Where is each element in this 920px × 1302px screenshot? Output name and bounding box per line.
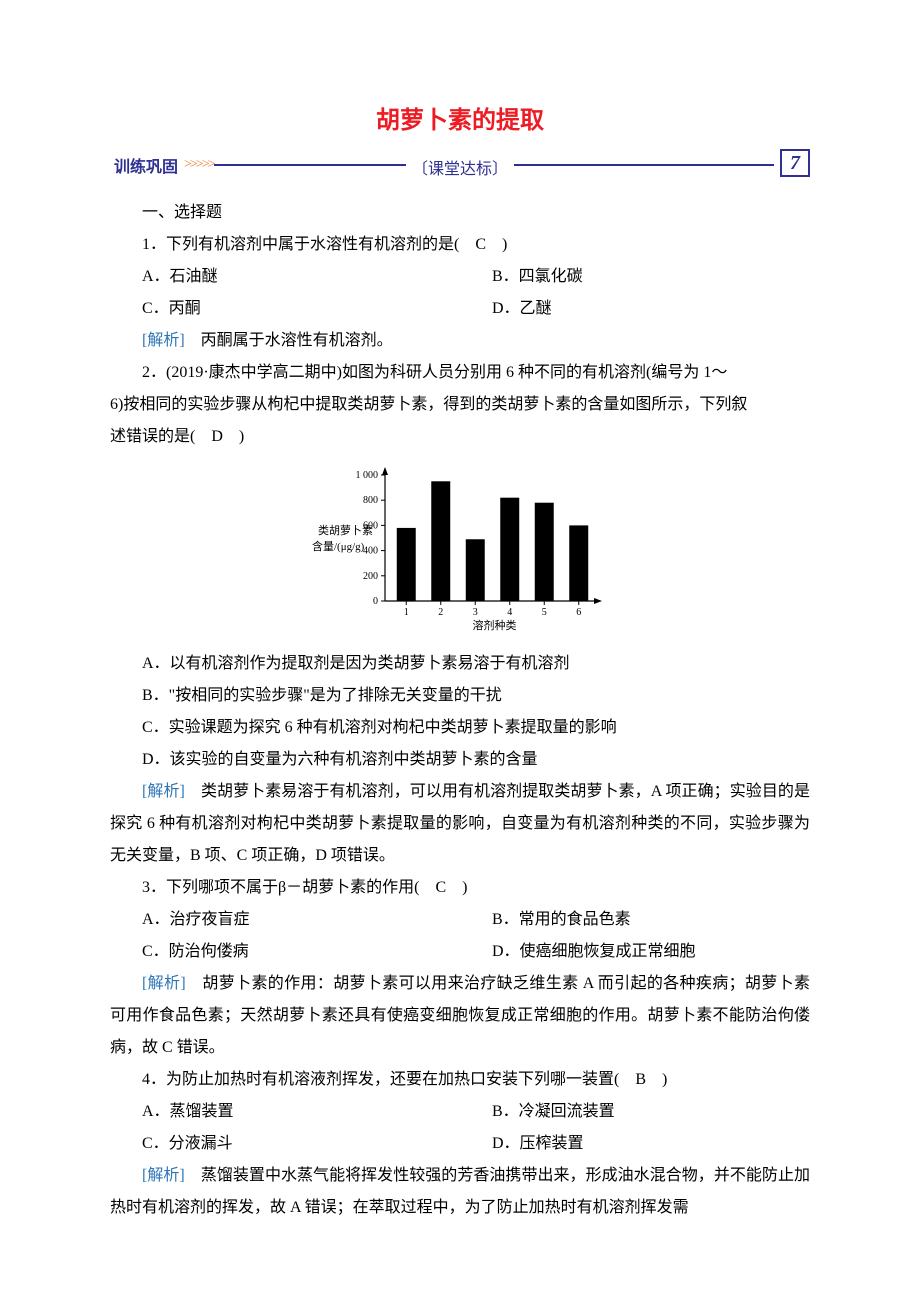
svg-text:3: 3 <box>473 607 478 618</box>
q3-analysis: [解析] 胡萝卜素的作用：胡萝卜素可以用来治疗缺乏维生素 A 而引起的各种疾病；… <box>110 968 810 1064</box>
q3-options-row2: C．防治佝偻病 D．使癌细胞恢复成正常细胞 <box>110 936 810 968</box>
q1-analysis-label: [解析] <box>142 332 185 349</box>
q2-analysis: [解析] 类胡萝卜素易溶于有机溶剂，可以用有机溶剂提取类胡萝卜素，A 项正确；实… <box>110 776 810 872</box>
q4-analysis: [解析] 蒸馏装置中水蒸气能将挥发性较强的芳香油携带出来，形成油水混合物，并不能… <box>110 1160 810 1224</box>
q2-stem-line3: 述错误的是( D ) <box>110 421 810 453</box>
svg-text:4: 4 <box>507 607 512 618</box>
q2-optC: C．实验课题为探究 6 种有机溶剂对枸杞中类胡萝卜素提取量的影响 <box>110 712 810 744</box>
q1-options-row1: A．石油醚 B．四氯化碳 <box>110 261 810 293</box>
svg-text:1: 1 <box>404 607 409 618</box>
banner-arrows: >>>>> <box>184 157 213 173</box>
svg-text:200: 200 <box>363 571 378 582</box>
q2-stem-line1: 2．(2019·康杰中学高二期中)如图为科研人员分别用 6 种不同的有机溶剂(编… <box>110 357 810 389</box>
svg-text:溶剂种类: 溶剂种类 <box>473 618 517 632</box>
q4-options-row1: A．蒸馏装置 B．冷凝回流装置 <box>110 1096 810 1128</box>
svg-text:2: 2 <box>438 607 443 618</box>
q4-optC: C．分液漏斗 <box>110 1128 460 1160</box>
q1-analysis: [解析] 丙酮属于水溶性有机溶剂。 <box>110 325 810 357</box>
svg-text:0: 0 <box>373 596 378 607</box>
svg-text:6: 6 <box>576 607 581 618</box>
q3-optB: B．常用的食品色素 <box>460 904 810 936</box>
q1-optA: A．石油醚 <box>110 261 460 293</box>
q2-analysis-label: [解析] <box>142 783 185 800</box>
banner-left-label: 训练巩固 <box>110 151 182 179</box>
q1-stem: 1．下列有机溶剂中属于水溶性有机溶剂的是( C ) <box>110 229 810 261</box>
q4-analysis-label: [解析] <box>142 1167 185 1184</box>
q4-stem: 4．为防止加热时有机溶液剂挥发，还要在加热口安装下列哪一装置( B ) <box>110 1064 810 1096</box>
q3-analysis-text: 胡萝卜素的作用：胡萝卜素可以用来治疗缺乏维生素 A 而引起的各种疾病；胡萝卜素可… <box>110 975 810 1056</box>
q1-analysis-text: 丙酮属于水溶性有机溶剂。 <box>185 332 393 349</box>
q4-optA: A．蒸馏装置 <box>110 1096 460 1128</box>
q3-optA: A．治疗夜盲症 <box>110 904 460 936</box>
q2-chart: 02004006008001 000123456溶剂种类类胡萝卜素含量/(μg/… <box>110 465 810 640</box>
svg-text:1 000: 1 000 <box>356 470 379 481</box>
q4-optB: B．冷凝回流装置 <box>460 1096 810 1128</box>
q4-options-row2: C．分液漏斗 D．压榨装置 <box>110 1128 810 1160</box>
q4-optD: D．压榨装置 <box>460 1128 810 1160</box>
svg-text:类胡萝卜素: 类胡萝卜素 <box>318 523 373 537</box>
q2-stem-line2: 6)按相同的实验步骤从枸杞中提取类胡萝卜素，得到的类胡萝卜素的含量如图所示，下列… <box>110 389 810 421</box>
banner-right: 7 <box>774 149 810 177</box>
section-banner: 训练巩固 >>>>> 〔课堂达标〕 7 <box>110 151 810 179</box>
q3-options-row1: A．治疗夜盲症 B．常用的食品色素 <box>110 904 810 936</box>
q3-analysis-label: [解析] <box>142 975 186 992</box>
q3-stem: 3．下列哪项不属于β－胡萝卜素的作用( C ) <box>110 872 810 904</box>
banner-center-label: 〔课堂达标〕 <box>406 151 514 183</box>
section-heading: 一、选择题 <box>110 197 810 229</box>
q2-chart-svg: 02004006008001 000123456溶剂种类类胡萝卜素含量/(μg/… <box>310 465 610 635</box>
q1-optD: D．乙醚 <box>460 293 810 325</box>
q1-options-row2: C．丙酮 D．乙醚 <box>110 293 810 325</box>
q4-analysis-text: 蒸馏装置中水蒸气能将挥发性较强的芳香油携带出来，形成油水混合物，并不能防止加热时… <box>110 1167 810 1216</box>
q3-optC: C．防治佝偻病 <box>110 936 460 968</box>
banner-right-number: 7 <box>780 149 810 177</box>
q1-optC: C．丙酮 <box>110 293 460 325</box>
banner-left: 训练巩固 >>>>> <box>110 151 214 179</box>
q2-optD: D．该实验的自变量为六种有机溶剂中类胡萝卜素的含量 <box>110 744 810 776</box>
svg-text:400: 400 <box>363 546 378 557</box>
svg-text:800: 800 <box>363 495 378 506</box>
q2-optA: A．以有机溶剂作为提取剂是因为类胡萝卜素易溶于有机溶剂 <box>110 648 810 680</box>
q2-analysis-text: 类胡萝卜素易溶于有机溶剂，可以用有机溶剂提取类胡萝卜素，A 项正确；实验目的是探… <box>110 783 810 864</box>
q3-optD: D．使癌细胞恢复成正常细胞 <box>460 936 810 968</box>
q2-optB: B．"按相同的实验步骤"是为了排除无关变量的干扰 <box>110 680 810 712</box>
q1-optB: B．四氯化碳 <box>460 261 810 293</box>
page-title: 胡萝卜素的提取 <box>110 100 810 135</box>
svg-text:含量/(μg/g): 含量/(μg/g) <box>312 539 365 553</box>
svg-text:5: 5 <box>542 607 547 618</box>
